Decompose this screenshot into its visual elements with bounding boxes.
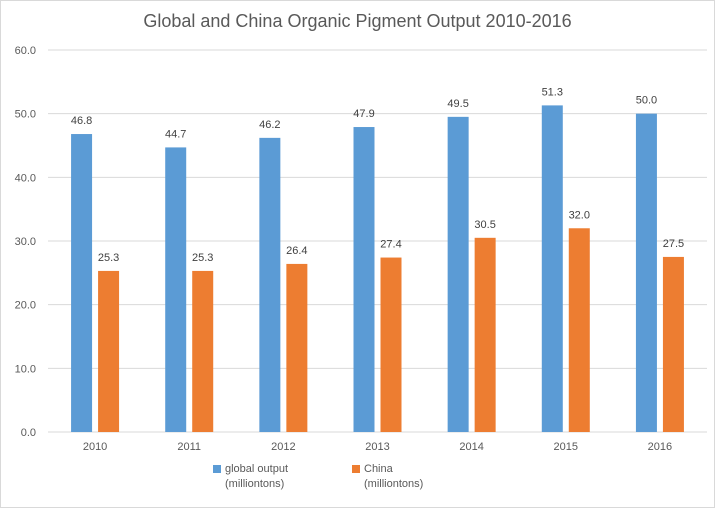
legend-item-china: China (milliontons) bbox=[352, 462, 423, 492]
bar-china bbox=[380, 257, 402, 432]
bar-china bbox=[192, 270, 214, 432]
legend-item-global-output: global output (milliontons) bbox=[213, 462, 288, 492]
data-label: 25.3 bbox=[98, 252, 119, 264]
data-label: 32.0 bbox=[569, 209, 590, 221]
x-tick-label: 2016 bbox=[648, 441, 672, 453]
y-tick-label: 50.0 bbox=[15, 109, 36, 121]
legend-label: global output (milliontons) bbox=[225, 463, 288, 490]
x-tick-label: 2015 bbox=[554, 441, 578, 453]
bar-china bbox=[286, 263, 308, 432]
x-tick-label: 2010 bbox=[83, 441, 107, 453]
data-label: 49.5 bbox=[447, 98, 468, 110]
data-label: 27.5 bbox=[663, 238, 684, 250]
legend-label: China (milliontons) bbox=[364, 463, 424, 490]
bar-global-output bbox=[71, 134, 93, 433]
data-label: 50.0 bbox=[636, 95, 657, 107]
bar-global-output bbox=[541, 105, 563, 432]
y-tick-label: 30.0 bbox=[15, 236, 36, 248]
data-label: 51.3 bbox=[542, 86, 563, 98]
legend-swatch bbox=[352, 465, 360, 473]
bar-global-output bbox=[353, 127, 375, 432]
bar-global-output bbox=[259, 137, 281, 433]
bar-global-output bbox=[447, 116, 469, 432]
bar-china bbox=[568, 228, 590, 432]
y-tick-label: 10.0 bbox=[15, 363, 36, 375]
bar-global-output bbox=[165, 147, 187, 432]
x-tick-label: 2014 bbox=[459, 441, 483, 453]
legend-swatch bbox=[213, 465, 221, 473]
y-tick-label: 60.0 bbox=[15, 45, 36, 57]
x-tick-label: 2012 bbox=[271, 441, 295, 453]
y-tick-label: 0.0 bbox=[21, 427, 36, 439]
data-label: 25.3 bbox=[192, 252, 213, 264]
bar-global-output bbox=[635, 113, 657, 433]
chart-title: Global and China Organic Pigment Output … bbox=[143, 11, 572, 31]
y-tick-label: 40.0 bbox=[15, 172, 36, 184]
bar-china bbox=[98, 270, 120, 432]
x-tick-label: 2011 bbox=[177, 441, 201, 453]
legend: global output (milliontons) China (millio… bbox=[213, 462, 423, 492]
bar-china bbox=[662, 256, 684, 432]
data-label: 44.7 bbox=[165, 128, 186, 140]
data-label: 46.8 bbox=[71, 115, 92, 127]
data-label: 46.2 bbox=[259, 119, 280, 131]
y-tick-label: 20.0 bbox=[15, 300, 36, 312]
data-label: 47.9 bbox=[353, 108, 374, 120]
data-label: 27.4 bbox=[380, 239, 401, 251]
x-tick-label: 2013 bbox=[365, 441, 389, 453]
data-label: 26.4 bbox=[286, 245, 307, 257]
bar-china bbox=[474, 237, 496, 432]
data-label: 30.5 bbox=[474, 219, 495, 231]
